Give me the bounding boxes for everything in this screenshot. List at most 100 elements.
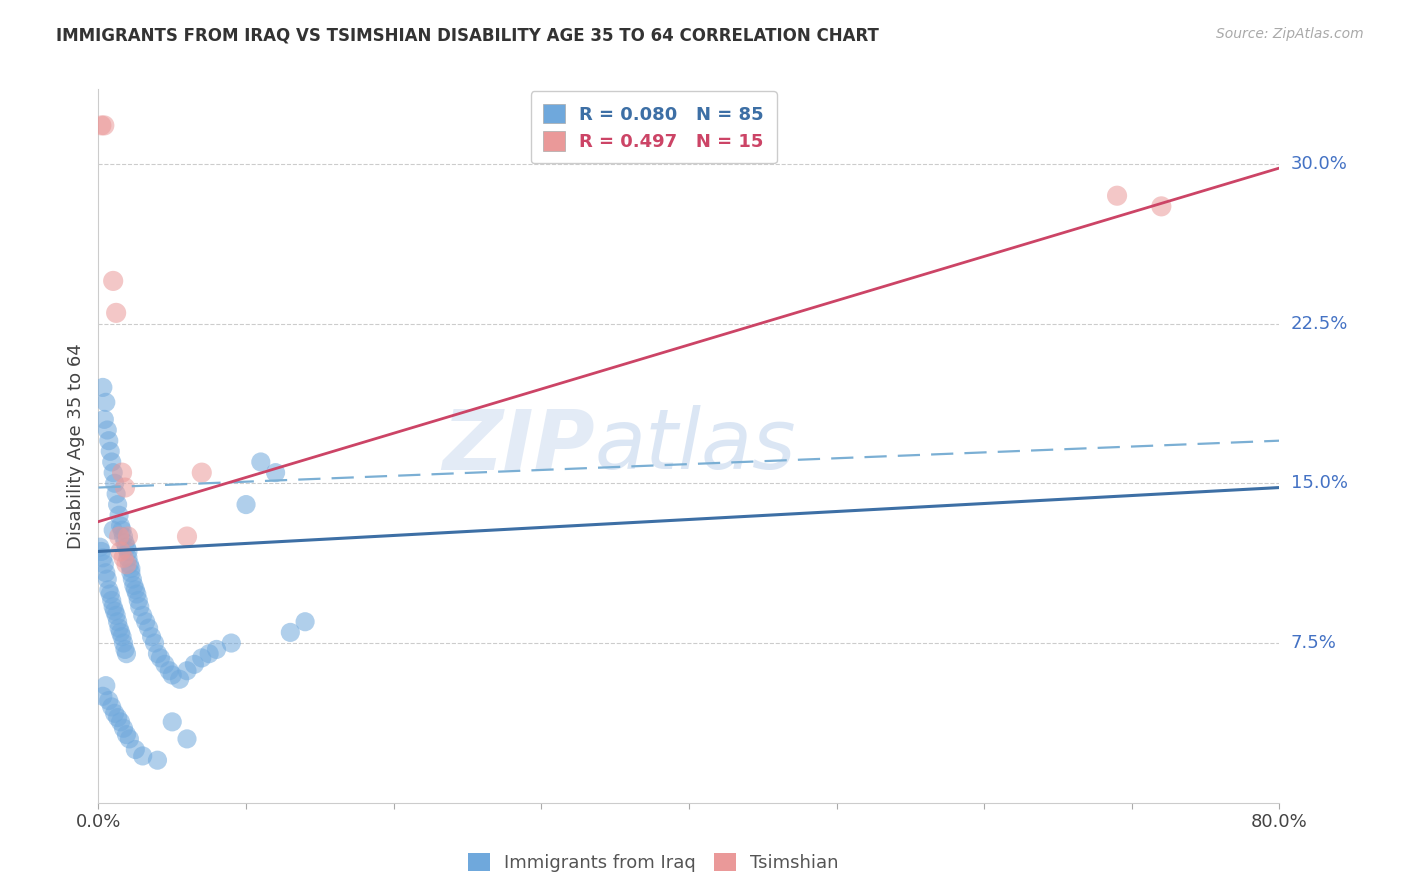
Point bbox=[138, 621, 160, 635]
Point bbox=[118, 558, 141, 572]
Point bbox=[117, 550, 139, 565]
Point bbox=[98, 444, 121, 458]
Point bbox=[97, 582, 120, 597]
Point bbox=[278, 625, 302, 640]
Point bbox=[162, 668, 183, 682]
Text: Source: ZipAtlas.com: Source: ZipAtlas.com bbox=[1216, 27, 1364, 41]
Point bbox=[93, 119, 115, 133]
Text: atlas: atlas bbox=[595, 406, 796, 486]
Point bbox=[103, 599, 125, 614]
Point bbox=[91, 550, 114, 565]
Point bbox=[97, 434, 120, 448]
Point bbox=[91, 690, 114, 704]
Point bbox=[219, 636, 242, 650]
Point bbox=[124, 742, 146, 756]
Point bbox=[135, 615, 157, 629]
Point bbox=[120, 561, 142, 575]
Point bbox=[294, 615, 316, 629]
Point bbox=[94, 679, 117, 693]
Point bbox=[100, 593, 122, 607]
Point bbox=[128, 599, 150, 614]
Point bbox=[132, 608, 155, 623]
Point bbox=[176, 529, 198, 543]
Point bbox=[111, 466, 134, 480]
Point bbox=[117, 544, 139, 558]
Point bbox=[1150, 199, 1173, 213]
Point bbox=[110, 625, 132, 640]
Point bbox=[112, 529, 135, 543]
Point bbox=[121, 572, 143, 586]
Point bbox=[96, 423, 118, 437]
Point bbox=[107, 615, 129, 629]
Point bbox=[141, 630, 163, 644]
Point bbox=[93, 558, 115, 572]
Point bbox=[191, 466, 214, 480]
Point bbox=[110, 519, 132, 533]
Point bbox=[115, 647, 138, 661]
Point bbox=[143, 636, 166, 650]
Point bbox=[250, 455, 273, 469]
Point bbox=[118, 731, 141, 746]
Text: 22.5%: 22.5% bbox=[1291, 315, 1348, 333]
Point bbox=[104, 604, 127, 618]
Point bbox=[103, 274, 125, 288]
Text: 15.0%: 15.0% bbox=[1291, 475, 1347, 492]
Point bbox=[89, 540, 111, 554]
Point bbox=[205, 642, 228, 657]
Point bbox=[93, 412, 115, 426]
Point bbox=[120, 566, 142, 580]
Point bbox=[176, 664, 198, 678]
Point bbox=[100, 700, 122, 714]
Point bbox=[91, 380, 114, 394]
Point bbox=[115, 558, 138, 572]
Point bbox=[117, 529, 139, 543]
Point bbox=[103, 466, 125, 480]
Point bbox=[115, 540, 138, 554]
Point bbox=[115, 728, 138, 742]
Point bbox=[108, 529, 131, 543]
Point bbox=[96, 572, 118, 586]
Point bbox=[114, 536, 136, 550]
Point bbox=[132, 748, 155, 763]
Text: IMMIGRANTS FROM IRAQ VS TSIMSHIAN DISABILITY AGE 35 TO 64 CORRELATION CHART: IMMIGRANTS FROM IRAQ VS TSIMSHIAN DISABI… bbox=[56, 27, 879, 45]
Point bbox=[198, 647, 221, 661]
Y-axis label: Disability Age 35 to 64: Disability Age 35 to 64 bbox=[66, 343, 84, 549]
Point bbox=[153, 657, 176, 672]
Point bbox=[98, 587, 121, 601]
Point bbox=[162, 714, 183, 729]
Point bbox=[1105, 188, 1128, 202]
Point bbox=[146, 753, 169, 767]
Point bbox=[110, 544, 132, 558]
Point bbox=[107, 710, 129, 724]
Point bbox=[112, 636, 135, 650]
Point bbox=[112, 721, 135, 735]
Point bbox=[111, 523, 134, 537]
Point bbox=[94, 395, 117, 409]
Point bbox=[105, 608, 128, 623]
Point bbox=[235, 498, 257, 512]
Point bbox=[176, 731, 198, 746]
Point bbox=[157, 664, 180, 678]
Text: 7.5%: 7.5% bbox=[1291, 634, 1337, 652]
Text: ZIP: ZIP bbox=[441, 406, 595, 486]
Point bbox=[127, 593, 149, 607]
Text: 30.0%: 30.0% bbox=[1291, 154, 1347, 173]
Point bbox=[146, 647, 169, 661]
Point bbox=[103, 523, 125, 537]
Point bbox=[169, 672, 191, 686]
Point bbox=[104, 706, 127, 721]
Point bbox=[149, 651, 172, 665]
Point bbox=[94, 566, 117, 580]
Point bbox=[108, 508, 131, 523]
Point bbox=[105, 306, 128, 320]
Point bbox=[107, 498, 129, 512]
Point bbox=[104, 476, 127, 491]
Point bbox=[124, 582, 146, 597]
Point bbox=[108, 621, 131, 635]
Point bbox=[105, 487, 128, 501]
Point bbox=[97, 693, 120, 707]
Point bbox=[183, 657, 205, 672]
Point bbox=[100, 455, 122, 469]
Point bbox=[110, 714, 132, 729]
Point bbox=[264, 466, 287, 480]
